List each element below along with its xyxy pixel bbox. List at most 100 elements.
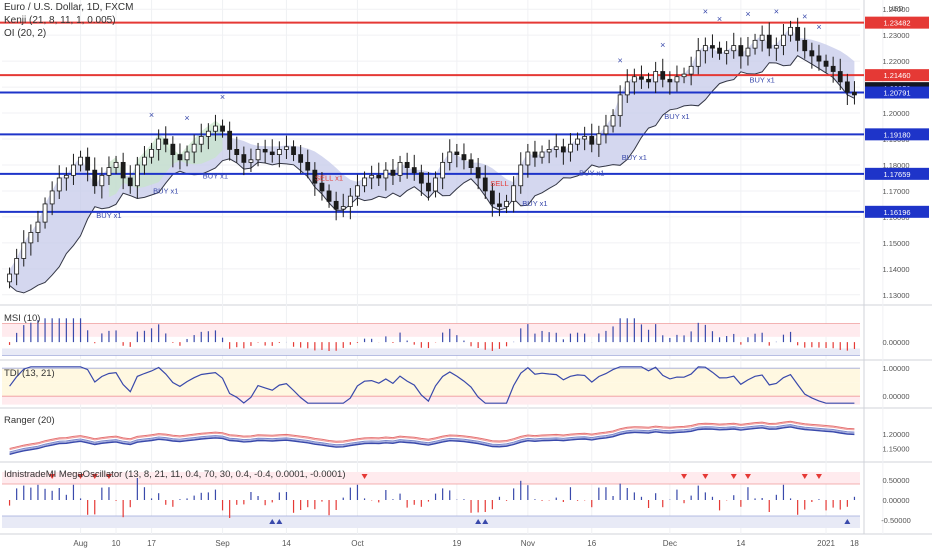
candle-body: [177, 154, 183, 161]
mega-buy-triangle: [844, 519, 851, 524]
candle-body: [504, 200, 509, 207]
candle-body: [546, 149, 552, 153]
x-axis-label: 14: [736, 539, 745, 548]
price-level-badge-label: 1.17659: [883, 170, 910, 179]
candle-body: [717, 47, 722, 54]
ranger-line: [9, 421, 855, 451]
candle-body: [631, 76, 637, 83]
ranger-line: [9, 426, 855, 455]
candle-body: [220, 125, 225, 132]
signal-marker: ×: [220, 92, 225, 102]
signal-marker: ×: [802, 12, 807, 22]
candle-body: [355, 185, 360, 197]
price-axis-label: 1.13000: [882, 291, 909, 300]
oi-indicator-label: OI (20, 2): [4, 28, 47, 39]
candle-body: [624, 81, 630, 96]
candle-body: [433, 177, 438, 192]
candle-body: [78, 156, 83, 166]
megaoscillator-panel-title: IdnistradeMI MegaOscillator (13, 8, 21, …: [4, 469, 346, 480]
ranger-line: [9, 420, 855, 449]
candle-body: [347, 195, 353, 207]
candle-body: [752, 39, 758, 49]
candle-body: [560, 146, 566, 153]
price-axis-label: 1.18000: [882, 161, 909, 170]
ranger-line: [9, 424, 855, 453]
price-axis-label: 1.15000: [882, 239, 909, 248]
trade-annotation: SELL x1: [315, 174, 343, 183]
price-axis-label: 1.23000: [882, 31, 909, 40]
signal-marker: ×: [660, 40, 665, 50]
candle-body: [127, 177, 133, 187]
candle-body: [92, 169, 98, 187]
msi-lower-band: [2, 348, 860, 356]
signal-marker: ×: [703, 6, 708, 16]
candle-body: [830, 65, 836, 72]
trade-annotation: BUY x1: [153, 187, 178, 196]
price-axis-label: 1.17000: [882, 187, 909, 196]
price-level-badge-label: 1.19180: [883, 130, 910, 139]
candle-body: [745, 47, 751, 57]
candle-body: [681, 73, 687, 78]
candle-body: [7, 273, 12, 283]
candle-body: [213, 125, 218, 132]
tdi-mid-band: [2, 368, 860, 383]
candle-body: [241, 154, 247, 163]
candle-body: [21, 242, 27, 259]
candle-body: [255, 149, 261, 161]
candle-body: [788, 26, 793, 36]
candle-body: [411, 167, 417, 174]
mega-sell-triangle: [49, 474, 56, 479]
msi-axis-label: 0.00000: [882, 338, 909, 347]
tdi-line: [9, 366, 855, 404]
candle-body: [781, 34, 786, 46]
x-axis-label: Nov: [521, 539, 535, 548]
mega-sell-triangle: [801, 474, 808, 479]
indicator-lower-line: [9, 55, 855, 294]
candle-body: [63, 174, 69, 179]
candle-body: [71, 164, 76, 176]
kenji-indicator-label: Kenji (21, 8, 11, 1, 0.005): [4, 15, 116, 26]
mega-sell-triangle: [77, 474, 84, 479]
candle-body: [823, 60, 829, 67]
candle-body: [404, 161, 410, 168]
candle-body: [418, 172, 424, 184]
x-axis-label: 14: [282, 539, 291, 548]
mega-sell-triangle: [702, 474, 709, 479]
candle-body: [227, 130, 233, 150]
candle-body: [191, 143, 197, 153]
candle-body: [837, 71, 843, 83]
mega-lower-band: [2, 516, 860, 528]
signal-marker: ×: [149, 110, 154, 120]
signal-marker: ×: [745, 9, 750, 19]
candle-body: [568, 143, 573, 153]
price-level-badge-label: 1.21460: [883, 71, 910, 80]
candle-body: [575, 138, 580, 145]
candle-body: [589, 136, 595, 145]
price-axis-label: 1.22000: [882, 57, 909, 66]
x-axis-label: Sep: [215, 539, 230, 548]
candle-body: [702, 45, 708, 52]
price-level-badge-label: 1.20791: [883, 89, 910, 98]
candle-body: [28, 232, 34, 244]
candle-body: [326, 190, 332, 202]
candle-body: [298, 154, 304, 163]
candle-body: [369, 174, 375, 179]
candle-body: [163, 138, 169, 145]
ranger-axis-label: 1.20000: [882, 430, 909, 439]
candle-body: [319, 182, 325, 192]
ranger-axis-label: 1.15000: [882, 445, 909, 454]
candle-body: [610, 115, 616, 127]
candle-body: [284, 146, 289, 150]
candle-body: [667, 78, 673, 83]
candle-body: [802, 39, 808, 52]
tdi-axis-label: 0.00000: [882, 392, 909, 401]
tdi-bottom-band: [2, 396, 860, 405]
price-level-badge: [865, 16, 929, 29]
tdi-lower-band: [2, 382, 860, 397]
candle-body: [134, 164, 140, 187]
indicator-band: [9, 27, 855, 293]
candle-body: [738, 45, 744, 57]
candle-body: [312, 169, 318, 184]
msi-panel-title: MSI (10): [4, 313, 41, 324]
